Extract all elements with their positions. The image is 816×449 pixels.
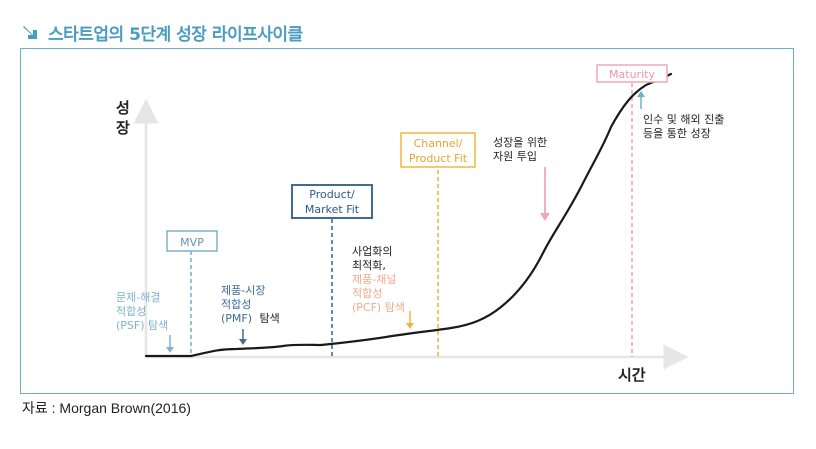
source-caption: 자료 : Morgan Brown(2016) [22,400,191,416]
pmf-label-1: Product/ [309,188,355,201]
psf-annotation-line-1: 문제-해결 [116,290,160,304]
pcf-label-2: Product Fit [409,152,468,165]
maturity-label: Maturity [609,68,655,81]
pcf-arrow-icon [406,311,414,329]
investment-arrow-icon [540,167,550,221]
pcf-search-line-1: 제품-채널 [352,273,396,286]
title-row: 스타트업의 5단계 성장 라이프사이클 [22,20,303,45]
investment-line-2: 자원 투입 [493,150,537,163]
expansion-line-1: 인수 및 해외 진출 [643,112,724,126]
y-axis-label-1: 성 [116,99,130,117]
mvp-box [166,230,218,252]
pmf-search-abbrev: (PMF) [221,312,252,325]
pmf-search-line-2: 적합성 [221,298,251,311]
pcf-search-line-2: 적합성 [352,287,382,300]
maturity-box [596,64,668,83]
expansion-arrow-icon [637,91,645,109]
pcf-label-1: Channel/ [414,137,463,150]
page-title: 스타트업의 5단계 성장 라이프사이클 [48,24,303,45]
pmf-search-line-1: 제품-시장 [221,284,265,297]
pmf-box [291,184,373,219]
pmf-label-2: Market Fit [305,203,360,216]
y-axis-label-2: 장 [116,119,130,137]
pcf-search-line-3: (PCF) 탐색 [352,301,405,314]
pcf-box [400,132,476,168]
pmf-arrow-icon [239,329,247,345]
psf-annotation-line-2: 적합성 [116,305,146,318]
expansion-line-2: 등을 통한 성장 [643,127,711,140]
x-axis-label: 시간 [618,366,646,384]
optimization-line-1: 사업화의 [352,245,392,258]
mvp-label: MVP [180,236,204,249]
arrow-down-right-icon [23,26,37,39]
investment-line-1: 성장을 위한 [493,136,547,149]
pmf-search-line-3: (PMF) 탐색 [221,312,280,325]
optimization-line-2: 최적화, [352,259,386,272]
growth-lifecycle-diagram: 성 장 시간 MVP Product/ Market Fit Channel/ … [116,64,724,384]
pmf-search-word: 탐색 [260,312,280,325]
growth-curve [144,72,673,358]
psf-annotation-line-3: (PSF) 탐색 [116,319,168,332]
psf-arrow-icon [166,335,174,353]
diagram-frame: 성 장 시간 MVP Product/ Market Fit Channel/ … [20,48,794,394]
